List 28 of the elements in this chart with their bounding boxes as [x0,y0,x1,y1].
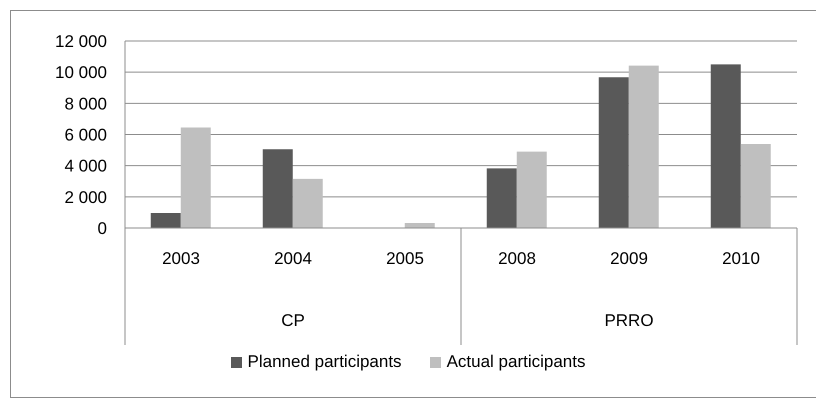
bar [598,77,629,228]
x-tick-label: 2003 [162,249,200,268]
bar [486,168,517,228]
bar [516,152,547,228]
bar [740,144,771,228]
y-tick-label: 6 000 [64,126,107,145]
x-tick-label: 2005 [386,249,424,268]
y-tick-label: 8 000 [64,94,107,114]
x-tick-label: 2008 [498,249,536,268]
bar [404,223,435,228]
y-tick-label: 12 000 [55,32,107,52]
y-tick-label: 0 [98,219,107,238]
bar [262,149,293,228]
bar [710,64,741,228]
legend-label: Planned participants [248,352,402,372]
y-tick-label: 10 000 [55,63,107,82]
x-tick-label: 2009 [610,249,648,268]
x-tick-label: 2010 [722,249,760,268]
text: PRRO [604,311,654,330]
bar [628,66,659,228]
x-tick-label: 2004 [274,249,312,268]
y-tick-label: 4 000 [64,156,107,176]
text: CP [281,311,305,330]
bar [292,178,323,228]
y-tick-label: 2 000 [64,188,107,207]
bar [180,127,211,228]
bar [150,213,181,228]
legend-label: Actual participants [446,352,586,372]
